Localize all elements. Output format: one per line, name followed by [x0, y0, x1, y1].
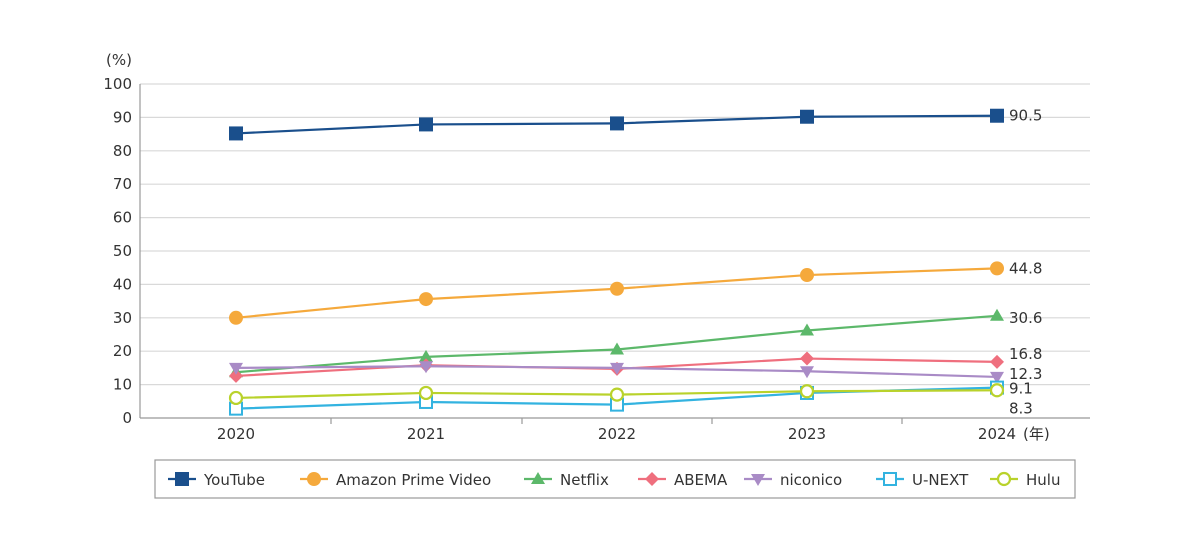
series-amazon-prime-video: [229, 261, 1004, 325]
y-tick-label: 80: [113, 142, 132, 160]
y-tick-label: 50: [113, 242, 132, 260]
series-layer: [228, 108, 1005, 416]
y-tick-label: 40: [113, 275, 132, 293]
legend-item-niconico: niconico: [744, 471, 842, 489]
legend-item-netflix: Netflix: [524, 471, 609, 489]
legend-label: Amazon Prime Video: [336, 471, 491, 489]
legend-marker: [996, 471, 1012, 487]
data-point: [229, 126, 243, 141]
end-value-label: 90.5: [1009, 107, 1042, 125]
series-youtube: [229, 108, 1004, 141]
y-tick-label: 60: [113, 209, 132, 227]
legend-marker: [645, 472, 659, 486]
legend-marker: [883, 472, 897, 486]
legend-marker: [307, 472, 321, 486]
x-tick-label: 2023: [788, 425, 826, 443]
data-point: [229, 368, 243, 383]
end-value-label: 16.8: [1009, 345, 1042, 363]
data-point: [990, 261, 1004, 276]
data-point: [419, 292, 433, 307]
series-hulu: [228, 383, 1005, 406]
y-axis-unit: (%): [106, 51, 132, 69]
series-niconico: [229, 361, 1004, 384]
legend: YouTube Amazon Prime Video Netflix ABEMA nic…: [154, 459, 1076, 499]
legend-item-amazon-prime-video: Amazon Prime Video: [300, 471, 491, 489]
data-point: [990, 308, 1004, 321]
y-tick-label: 90: [113, 108, 132, 126]
data-point: [419, 117, 433, 132]
data-point: [800, 351, 814, 366]
end-value-label: 44.8: [1009, 259, 1042, 277]
series-netflix: [229, 308, 1004, 378]
y-tick-label: 0: [122, 409, 132, 427]
data-point: [990, 108, 1004, 123]
data-point: [418, 385, 434, 401]
x-tick-label: 2021: [407, 425, 445, 443]
legend-label: YouTube: [203, 471, 265, 489]
data-point: [610, 342, 624, 355]
legend-label: Hulu: [1026, 471, 1060, 489]
end-value-label: 30.6: [1009, 309, 1042, 327]
data-point: [229, 310, 243, 325]
y-tick-label: 70: [113, 175, 132, 193]
data-point: [610, 116, 624, 131]
data-point: [419, 349, 433, 362]
end-labels: 90.5 44.8 30.6 16.8 12.39.18.3: [1009, 107, 1042, 418]
legend-label: ABEMA: [674, 471, 728, 489]
data-point: [989, 383, 1005, 398]
x-tick-label: 2020: [217, 425, 255, 443]
legend-marker: [531, 472, 545, 484]
x-tick-label: 2024: [978, 425, 1016, 443]
data-point: [610, 281, 624, 296]
y-tick-label: 10: [113, 376, 132, 394]
end-value-label: 12.3: [1009, 365, 1042, 383]
data-point: [228, 390, 244, 406]
legend-item-youtube: YouTube: [168, 471, 265, 489]
data-point: [229, 362, 243, 375]
end-value-label: 9.1: [1009, 380, 1033, 398]
data-point: [800, 323, 814, 336]
y-tick-label: 20: [113, 342, 132, 360]
data-point: [990, 371, 1004, 384]
legend-item-u-next: U-NEXT: [876, 471, 969, 489]
data-point: [419, 361, 433, 374]
data-point: [800, 366, 814, 379]
legend-marker: [751, 474, 765, 486]
end-value-label: 8.3: [1009, 399, 1033, 417]
y-axis-ticks: 0 10 20 30 40 50 60 70 80 90 100: [103, 75, 132, 427]
legend-label: Netflix: [560, 471, 609, 489]
x-tick-label: 2022: [598, 425, 636, 443]
data-point: [609, 387, 625, 402]
x-axis-ticks: 2020 2021 2022 2023 2024: [217, 425, 1016, 443]
data-point: [799, 384, 815, 399]
legend-marker: [175, 472, 189, 486]
legend-item-hulu: Hulu: [990, 471, 1060, 489]
legend-label: niconico: [780, 471, 842, 489]
y-tick-label: 100: [103, 75, 132, 93]
data-point: [800, 268, 814, 283]
legend-label: U-NEXT: [912, 471, 969, 489]
legend-item-abema: ABEMA: [638, 471, 728, 489]
data-point: [800, 109, 814, 124]
data-point: [990, 354, 1004, 369]
y-tick-label: 30: [113, 309, 132, 327]
x-axis-unit: (年): [1023, 425, 1050, 443]
data-point: [610, 362, 624, 375]
